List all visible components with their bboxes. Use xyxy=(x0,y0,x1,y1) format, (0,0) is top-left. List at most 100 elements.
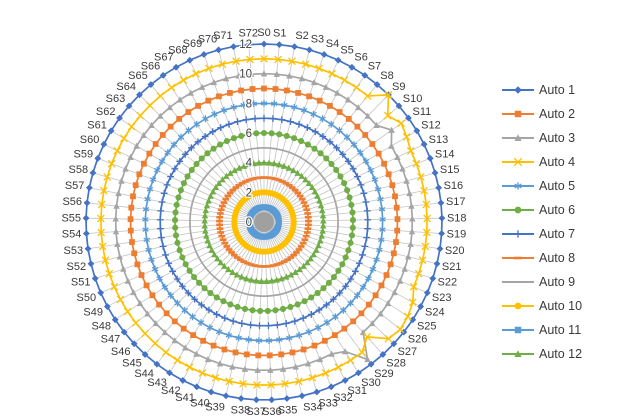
category-label-s33: S33 xyxy=(318,397,338,409)
legend-label: Auto 3 xyxy=(539,131,576,145)
value-tick-label: 0 xyxy=(246,217,252,229)
category-label-s16: S16 xyxy=(444,180,464,192)
legend-label: Auto 11 xyxy=(539,323,582,337)
category-label-s31: S31 xyxy=(347,385,367,397)
legend-item-auto-12: Auto 12 xyxy=(501,342,615,366)
category-label-s19: S19 xyxy=(447,229,467,241)
category-label-s65: S65 xyxy=(128,70,148,82)
legend-label: Auto 10 xyxy=(539,299,583,313)
category-label-s0: S0 xyxy=(257,27,270,39)
category-label-s20: S20 xyxy=(445,245,465,257)
category-label-s17: S17 xyxy=(446,196,466,208)
center-hub xyxy=(254,212,274,232)
category-label-s51: S51 xyxy=(71,277,91,289)
category-label-s47: S47 xyxy=(101,334,121,346)
series-auto-8 xyxy=(216,176,312,268)
legend-label: Auto 4 xyxy=(539,155,576,169)
category-label-s8: S8 xyxy=(380,70,393,82)
category-label-s64: S64 xyxy=(116,81,136,93)
category-label-s39: S39 xyxy=(205,402,225,414)
legend-item-auto-4: Auto 4 xyxy=(501,150,615,174)
category-label-s27: S27 xyxy=(398,346,418,358)
legend-label: Auto 8 xyxy=(539,251,576,265)
category-label-s13: S13 xyxy=(429,134,449,146)
category-label-s3: S3 xyxy=(311,33,324,45)
category-label-s52: S52 xyxy=(67,261,87,273)
series-auto-2 xyxy=(127,85,401,359)
category-label-s44: S44 xyxy=(134,368,154,380)
category-label-s2: S2 xyxy=(295,30,308,42)
category-label-s24: S24 xyxy=(425,307,445,319)
legend-label: Auto 12 xyxy=(539,347,583,361)
legend-item-auto-1: Auto 1 xyxy=(501,78,615,102)
category-label-s32: S32 xyxy=(333,392,353,404)
category-label-s38: S38 xyxy=(231,404,251,416)
legend-item-auto-3: Auto 3 xyxy=(501,126,615,150)
category-label-s61: S61 xyxy=(87,119,107,131)
value-tick-label: 8 xyxy=(246,98,252,110)
category-label-s37: S37 xyxy=(246,406,266,418)
legend-key-circle-icon xyxy=(502,206,534,214)
series-auto-11 xyxy=(246,204,282,240)
category-label-s26: S26 xyxy=(408,334,428,346)
category-label-s10: S10 xyxy=(403,93,423,105)
category-label-s1: S1 xyxy=(273,28,286,40)
category-label-s48: S48 xyxy=(91,321,111,333)
legend-item-auto-2: Auto 2 xyxy=(501,102,615,126)
series-auto-10 xyxy=(231,189,297,255)
legend-key-circle-icon xyxy=(502,302,534,310)
category-label-s21: S21 xyxy=(442,261,462,273)
category-label-s58: S58 xyxy=(69,164,89,176)
category-label-s36: S36 xyxy=(262,406,282,418)
category-label-s28: S28 xyxy=(386,358,406,370)
legend-key-plus-icon xyxy=(502,230,534,238)
value-tick-label: 4 xyxy=(246,158,253,170)
category-label-s14: S14 xyxy=(435,149,455,161)
series-auto-6 xyxy=(171,129,357,314)
category-label-s30: S30 xyxy=(361,377,381,389)
category-label-s60: S60 xyxy=(80,134,100,146)
category-label-s42: S42 xyxy=(161,385,181,397)
category-label-s40: S40 xyxy=(190,397,210,409)
category-label-s6: S6 xyxy=(354,52,367,64)
series-auto-4 xyxy=(97,54,431,389)
category-label-s67: S67 xyxy=(154,52,174,64)
category-label-s70: S70 xyxy=(198,33,218,45)
category-label-s43: S43 xyxy=(147,377,167,389)
category-label-s12: S12 xyxy=(421,119,441,131)
value-tick-label: 2 xyxy=(246,187,252,199)
series-auto-9 xyxy=(189,146,339,297)
category-label-s46: S46 xyxy=(111,346,131,358)
value-tick-label: 6 xyxy=(246,128,252,140)
category-label-s57: S57 xyxy=(65,180,85,192)
legend-key-dash-icon xyxy=(502,256,534,260)
legend-key-asterisk-icon xyxy=(502,182,534,190)
category-label-s11: S11 xyxy=(413,106,432,118)
legend-label: Auto 6 xyxy=(539,203,576,217)
legend-label: Auto 9 xyxy=(539,275,576,289)
category-label-s59: S59 xyxy=(74,149,94,161)
legend-item-auto-7: Auto 7 xyxy=(501,222,615,246)
legend-key-square-icon xyxy=(502,326,534,334)
category-label-s53: S53 xyxy=(63,245,83,257)
legend-item-auto-10: Auto 10 xyxy=(501,294,615,318)
series-auto-12 xyxy=(201,159,327,284)
category-label-s49: S49 xyxy=(83,307,103,319)
legend-label: Auto 1 xyxy=(539,83,576,97)
series-auto-7 xyxy=(156,114,372,330)
category-label-s54: S54 xyxy=(62,229,82,241)
legend-item-auto-6: Auto 6 xyxy=(501,198,615,222)
category-label-s55: S55 xyxy=(61,212,81,224)
legend-key-none-icon xyxy=(502,281,534,283)
category-label-s56: S56 xyxy=(62,196,82,208)
legend-item-auto-9: Auto 9 xyxy=(501,270,615,294)
series-auto-5 xyxy=(142,99,386,344)
category-label-s71: S71 xyxy=(213,30,233,42)
legend-key-diamond-icon xyxy=(502,86,534,94)
category-label-s5: S5 xyxy=(340,44,353,56)
category-label-s50: S50 xyxy=(77,292,97,304)
series-auto-3 xyxy=(112,70,416,373)
